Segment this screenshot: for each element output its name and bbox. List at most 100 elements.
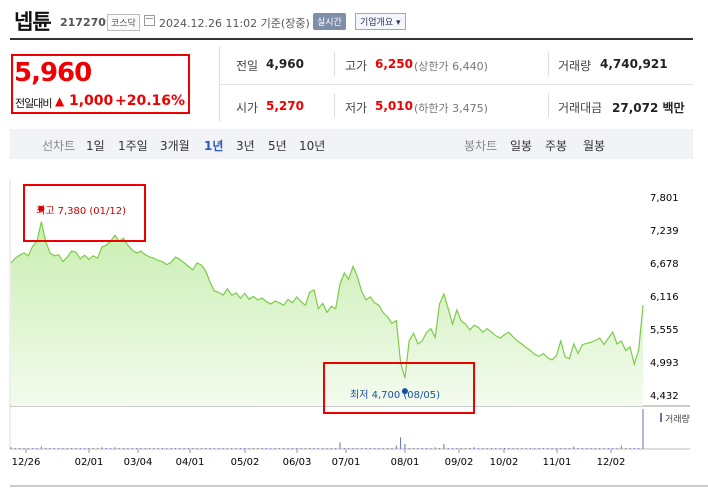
- volume-bar: [443, 444, 445, 449]
- volume-bar: [387, 448, 389, 449]
- volume-bar: [408, 448, 410, 449]
- volume-bar: [525, 448, 527, 449]
- volume-bar: [244, 448, 246, 449]
- volume-bar: [53, 448, 55, 449]
- x-tick-label: 08/01: [391, 457, 420, 468]
- y-tick-label: 6,116: [650, 292, 679, 303]
- volume-bar: [625, 448, 627, 449]
- volume-bar: [92, 448, 94, 449]
- volume-bar: [460, 448, 462, 449]
- volume-bar: [638, 448, 640, 449]
- high-value: 6,250: [375, 57, 413, 71]
- volume-bar: [564, 448, 566, 449]
- volume-bar: [174, 448, 176, 449]
- tab-weekly[interactable]: 주봉: [545, 139, 568, 153]
- volume-bar: [179, 448, 181, 449]
- y-tick-label: 5,555: [650, 325, 679, 336]
- tab-1d[interactable]: 1일: [86, 139, 105, 153]
- price-area-fill: [11, 221, 643, 406]
- company-info-dropdown[interactable]: 기업개요 ▾: [355, 13, 406, 30]
- low-annotation: 최저 4,700 (08/05): [350, 390, 441, 401]
- volume-bar: [339, 442, 341, 449]
- tab-1w[interactable]: 1주일: [118, 139, 148, 153]
- volume-bar: [356, 448, 358, 449]
- tab-1y[interactable]: 1년: [204, 139, 224, 153]
- stock-code: 217270: [60, 16, 106, 29]
- volume-bar: [486, 448, 488, 449]
- volume-bar: [560, 448, 562, 449]
- high-label: 고가: [345, 59, 368, 73]
- tab-monthly[interactable]: 월봉: [583, 139, 606, 153]
- volume-bar: [521, 448, 523, 449]
- tab-5y[interactable]: 5년: [268, 139, 287, 153]
- volume-bar: [490, 448, 492, 449]
- volume-bar: [166, 448, 168, 449]
- y-tick-label: 7,801: [650, 193, 679, 204]
- volume-bar: [200, 448, 202, 449]
- prev-close-label: 전일: [236, 59, 259, 73]
- volume-bar: [313, 448, 315, 449]
- volume-bar: [508, 448, 510, 449]
- x-tick-label: 05/02: [231, 457, 260, 468]
- y-axis-ticks: 7,801 7,239 6,678 6,116 5,555 4,993 4,432: [650, 193, 679, 402]
- volume-bar: [222, 448, 224, 449]
- volume-bar: [36, 448, 38, 449]
- tab-3y[interactable]: 3년: [236, 139, 255, 153]
- volume-bar: [581, 448, 583, 449]
- stats-divider: [548, 93, 549, 117]
- volume-bar: [144, 448, 146, 449]
- volume-bar: [551, 448, 553, 449]
- volume-bar: [183, 448, 185, 449]
- volume-bar: [149, 448, 151, 449]
- x-tick-label: 12/26: [12, 457, 41, 468]
- volume-bar: [84, 448, 86, 449]
- realtime-button[interactable]: 실시간: [313, 13, 346, 30]
- volume-bar: [170, 448, 172, 449]
- volume-bar: [239, 448, 241, 449]
- volume-bar: [633, 448, 635, 449]
- high-marker: [38, 205, 45, 212]
- volume-bar: [404, 444, 406, 449]
- stats-row-divider: [220, 84, 693, 85]
- volume-bar: [196, 448, 198, 449]
- header-divider: [10, 38, 693, 40]
- volume-bar: [278, 448, 280, 449]
- volume-bar: [14, 448, 16, 449]
- chart-tab-bar: [10, 129, 693, 159]
- y-tick-label: 6,678: [650, 259, 679, 270]
- volume-bar: [322, 448, 324, 449]
- volume-bar: [374, 448, 376, 449]
- volume-bar: [235, 448, 237, 449]
- volume-bar: [291, 448, 293, 449]
- volume-bar: [430, 448, 432, 449]
- tab-daily[interactable]: 일봉: [510, 139, 533, 153]
- price-highlight-box: [11, 54, 190, 114]
- volume-bar: [257, 448, 259, 449]
- volume-bar: [456, 448, 458, 449]
- calendar-icon: [144, 15, 155, 26]
- volume-bar: [226, 448, 228, 449]
- volume-bar: [62, 448, 64, 449]
- x-tick-label: 11/01: [543, 457, 572, 468]
- stats-divider: [548, 52, 549, 76]
- stats-divider: [219, 46, 220, 122]
- x-tick-label: 10/02: [490, 457, 519, 468]
- price-change-pct: +20.16%: [115, 93, 186, 109]
- trade-amount-label: 거래대금: [558, 101, 603, 115]
- volume-bar: [378, 448, 380, 449]
- x-tick-label: 02/01: [75, 457, 104, 468]
- tab-10y[interactable]: 10년: [299, 139, 326, 153]
- volume-bar: [97, 448, 99, 449]
- volume-bar: [231, 448, 233, 449]
- volume-bar: [209, 448, 211, 449]
- low-value: 5,010: [375, 99, 413, 113]
- volume-bar: [75, 448, 77, 449]
- tab-3m[interactable]: 3개월: [160, 139, 190, 153]
- volume-bar: [594, 448, 596, 449]
- volume-bar: [153, 448, 155, 449]
- high-annotation: 최고 7,380 (01/12): [36, 206, 127, 217]
- volume-bar: [105, 448, 107, 449]
- volume-bar: [187, 448, 189, 449]
- volume-bar: [330, 448, 332, 449]
- quote-datetime: 2024.12.26 11:02 기준(장중): [159, 17, 310, 30]
